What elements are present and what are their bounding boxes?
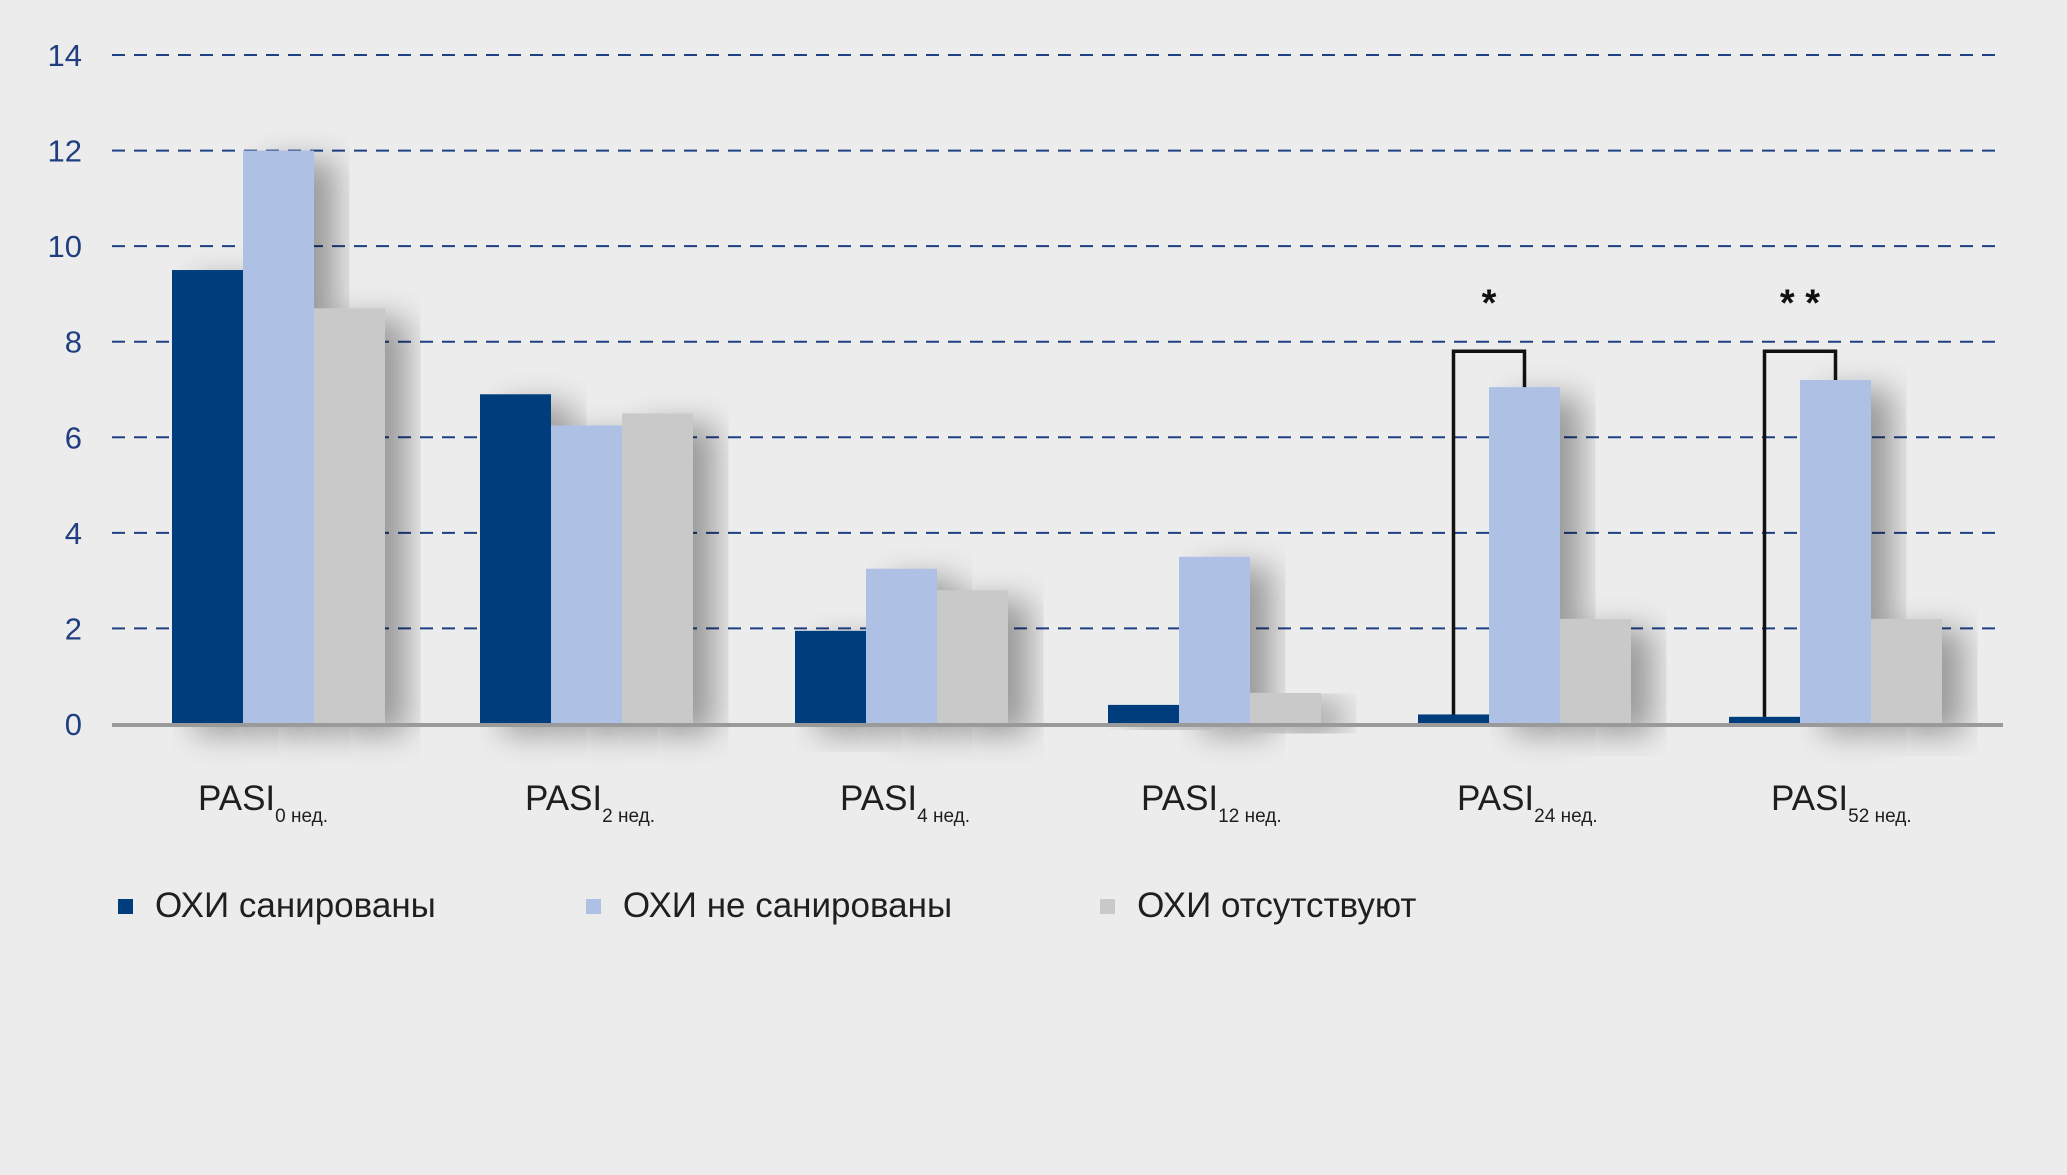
legend-item: ОХИ отсутствуют	[1100, 886, 1416, 926]
y-tick-label: 14	[48, 38, 82, 73]
legend-label: ОХИ отсутствуют	[1137, 886, 1417, 925]
legend-item: ОХИ санированы	[118, 886, 436, 926]
significance-marker: * *	[1780, 282, 1820, 324]
x-tick-label: PASI52 нед.	[1771, 779, 1912, 827]
bar	[1871, 618, 1942, 724]
bar	[1800, 379, 1871, 724]
bar	[1560, 618, 1631, 724]
x-tick-label: PASI4 нед.	[840, 779, 970, 827]
legend-label: ОХИ не санированы	[622, 886, 953, 925]
legend-label: ОХИ санированы	[155, 886, 436, 925]
x-tick-subscript: 12 нед.	[1218, 806, 1281, 827]
bar	[1418, 714, 1489, 724]
significance-annotations: * * *	[1451, 282, 1838, 717]
x-tick-label: PASI2 нед.	[525, 779, 655, 827]
bar	[314, 308, 385, 724]
grid-lines	[112, 54, 2003, 630]
bar	[551, 425, 622, 724]
bar	[1489, 387, 1560, 724]
y-tick-label: 0	[65, 707, 82, 742]
y-tick-label: 4	[65, 516, 82, 551]
x-tick-subscript: 0 нед.	[275, 806, 328, 827]
bar	[866, 568, 937, 724]
y-tick-label: 2	[65, 611, 82, 646]
x-tick-label: PASI24 нед.	[1457, 779, 1598, 827]
x-tick-label: PASI12 нед.	[1141, 779, 1282, 827]
bar	[480, 394, 551, 724]
x-tick-subscript: 4 нед.	[917, 806, 970, 827]
y-tick-label: 8	[65, 325, 82, 360]
x-tick-label: PASI0 нед.	[198, 779, 328, 827]
bar	[795, 630, 866, 724]
significance-marker: *	[1482, 282, 1497, 324]
y-axis-ticks: 0 2 4 6 8 10 12 14	[48, 38, 82, 742]
y-tick-label: 6	[65, 420, 82, 455]
bar	[1108, 704, 1179, 724]
bar	[172, 270, 243, 724]
significance-bracket	[1762, 349, 1838, 717]
bar	[622, 413, 693, 724]
bars	[172, 150, 1942, 725]
legend-swatch	[585, 898, 601, 914]
x-tick-subscript: 52 нед.	[1848, 806, 1911, 827]
bar	[1729, 716, 1800, 724]
y-tick-label: 10	[48, 229, 82, 264]
significance-bracket	[1451, 349, 1527, 715]
bar	[937, 590, 1008, 724]
y-tick-label: 12	[48, 134, 82, 169]
legend-item: ОХИ не санированы	[585, 886, 953, 926]
bar	[1179, 556, 1250, 724]
x-axis-labels: PASI0 нед. PASI2 нед. PASI4 нед. PASI12 нед…	[198, 779, 1912, 827]
bar	[243, 150, 314, 725]
legend-swatch	[1100, 898, 1116, 914]
legend-swatch	[118, 898, 133, 914]
x-tick-subscript: 24 нед.	[1534, 806, 1597, 827]
legend: ОХИ санированы ОХИ не санированы ОХИ отс…	[118, 886, 1416, 926]
x-tick-subscript: 2 нед.	[602, 806, 655, 827]
bar	[1250, 692, 1321, 724]
